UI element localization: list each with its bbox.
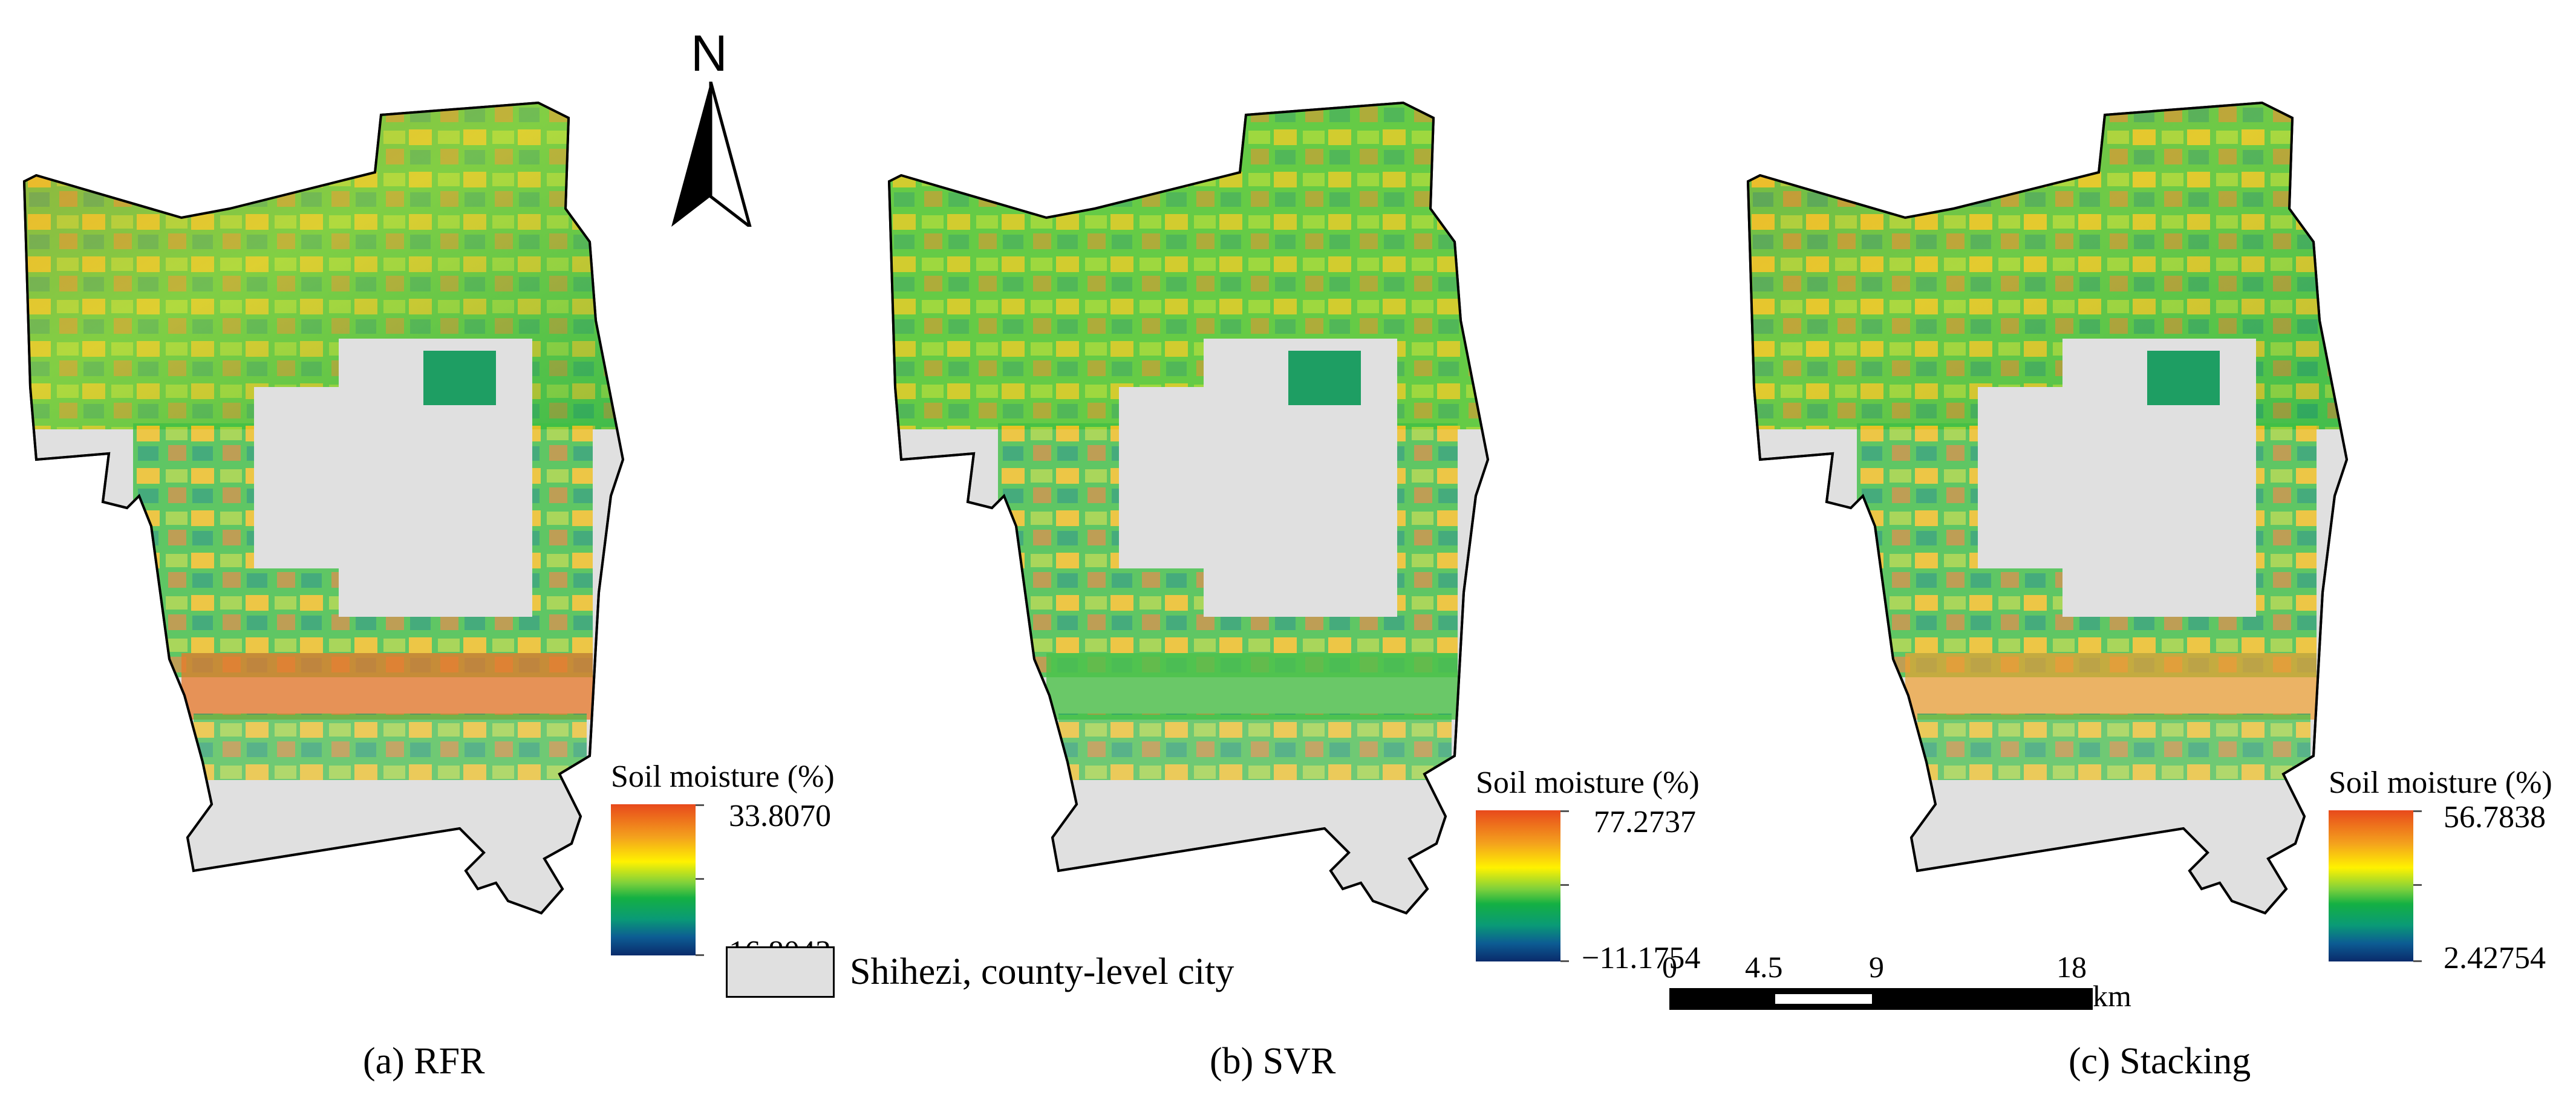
legend-title: Soil moisture (%) <box>1476 766 1700 800</box>
legend-tick <box>696 954 704 956</box>
panel-caption: (a) RFR <box>363 1041 485 1082</box>
city-boundary-swatch <box>726 946 835 998</box>
legend-tick <box>696 804 704 806</box>
scale-tick-label: 4.5 <box>1745 950 1783 984</box>
scale-tick-label: 0 <box>1662 950 1677 984</box>
panel-stacking: Soil moisture (%) 56.7838 2.42754 (c) St… <box>1724 0 2576 1106</box>
panel-rfr: Soil moisture (%) 33.8070 16.8043 (a) RF… <box>0 0 859 1106</box>
scale-tick-label: 9 <box>1869 950 1884 984</box>
legend-tick <box>696 878 704 880</box>
legend-tick <box>1560 960 1569 962</box>
soil-moisture-map <box>1746 101 2349 915</box>
legend-color-ramp <box>2329 810 2413 961</box>
soil-moisture-map <box>887 101 1490 915</box>
legend-max-value: 77.2737 <box>1594 805 1696 839</box>
scale-unit: km <box>2093 979 2131 1013</box>
panel-caption: (c) Stacking <box>2069 1041 2251 1082</box>
panel-caption: (b) SVR <box>1210 1041 1336 1082</box>
legend-tick <box>1560 884 1569 886</box>
north-letter: N <box>691 25 728 82</box>
north-arrow: N <box>671 24 756 227</box>
legend-title: Soil moisture (%) <box>2329 766 2552 800</box>
legend-tick <box>2413 960 2422 962</box>
legend-max-value: 33.8070 <box>729 799 831 833</box>
city-boundary-label: Shihezi, county-level city <box>850 951 1234 992</box>
legend-tick <box>2413 884 2422 886</box>
soil-moisture-map <box>22 101 625 915</box>
panel-svr: Soil moisture (%) 77.2737 −11.1754 (b) S… <box>865 0 1724 1106</box>
legend-title: Soil moisture (%) <box>611 760 835 794</box>
scale-tick-label: 18 <box>2056 950 2087 984</box>
legend-tick <box>2413 810 2422 812</box>
legend-tick <box>1560 810 1569 812</box>
scale-bar <box>1669 988 2093 1010</box>
legend-color-ramp <box>1476 810 1560 961</box>
north-arrow-icon <box>671 82 752 227</box>
legend-min-value: 2.42754 <box>2444 941 2546 975</box>
legend-max-value: 56.7838 <box>2444 800 2546 834</box>
legend-color-ramp <box>611 804 696 955</box>
legend-min-value: −11.1754 <box>1582 941 1701 975</box>
